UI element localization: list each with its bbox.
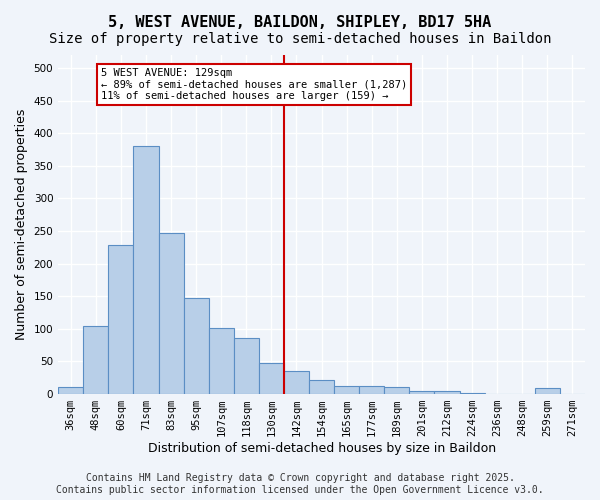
X-axis label: Distribution of semi-detached houses by size in Baildon: Distribution of semi-detached houses by … bbox=[148, 442, 496, 455]
Bar bbox=[434, 391, 460, 394]
Text: 5, WEST AVENUE, BAILDON, SHIPLEY, BD17 5HA: 5, WEST AVENUE, BAILDON, SHIPLEY, BD17 5… bbox=[109, 15, 491, 30]
Bar bbox=[385, 387, 409, 394]
Y-axis label: Number of semi-detached properties: Number of semi-detached properties bbox=[15, 109, 28, 340]
Bar bbox=[259, 364, 284, 394]
Text: 5 WEST AVENUE: 129sqm
← 89% of semi-detached houses are smaller (1,287)
11% of s: 5 WEST AVENUE: 129sqm ← 89% of semi-deta… bbox=[101, 68, 407, 101]
Bar bbox=[359, 386, 385, 394]
Bar bbox=[58, 387, 83, 394]
Text: Size of property relative to semi-detached houses in Baildon: Size of property relative to semi-detach… bbox=[49, 32, 551, 46]
Bar bbox=[334, 386, 359, 394]
Bar bbox=[133, 146, 158, 394]
Bar bbox=[83, 326, 109, 394]
Bar bbox=[209, 328, 234, 394]
Text: Contains HM Land Registry data © Crown copyright and database right 2025.
Contai: Contains HM Land Registry data © Crown c… bbox=[56, 474, 544, 495]
Bar bbox=[184, 298, 209, 394]
Bar bbox=[234, 338, 259, 394]
Bar bbox=[309, 380, 334, 394]
Bar bbox=[109, 246, 133, 394]
Bar bbox=[409, 391, 434, 394]
Bar bbox=[158, 233, 184, 394]
Bar bbox=[535, 388, 560, 394]
Bar bbox=[284, 370, 309, 394]
